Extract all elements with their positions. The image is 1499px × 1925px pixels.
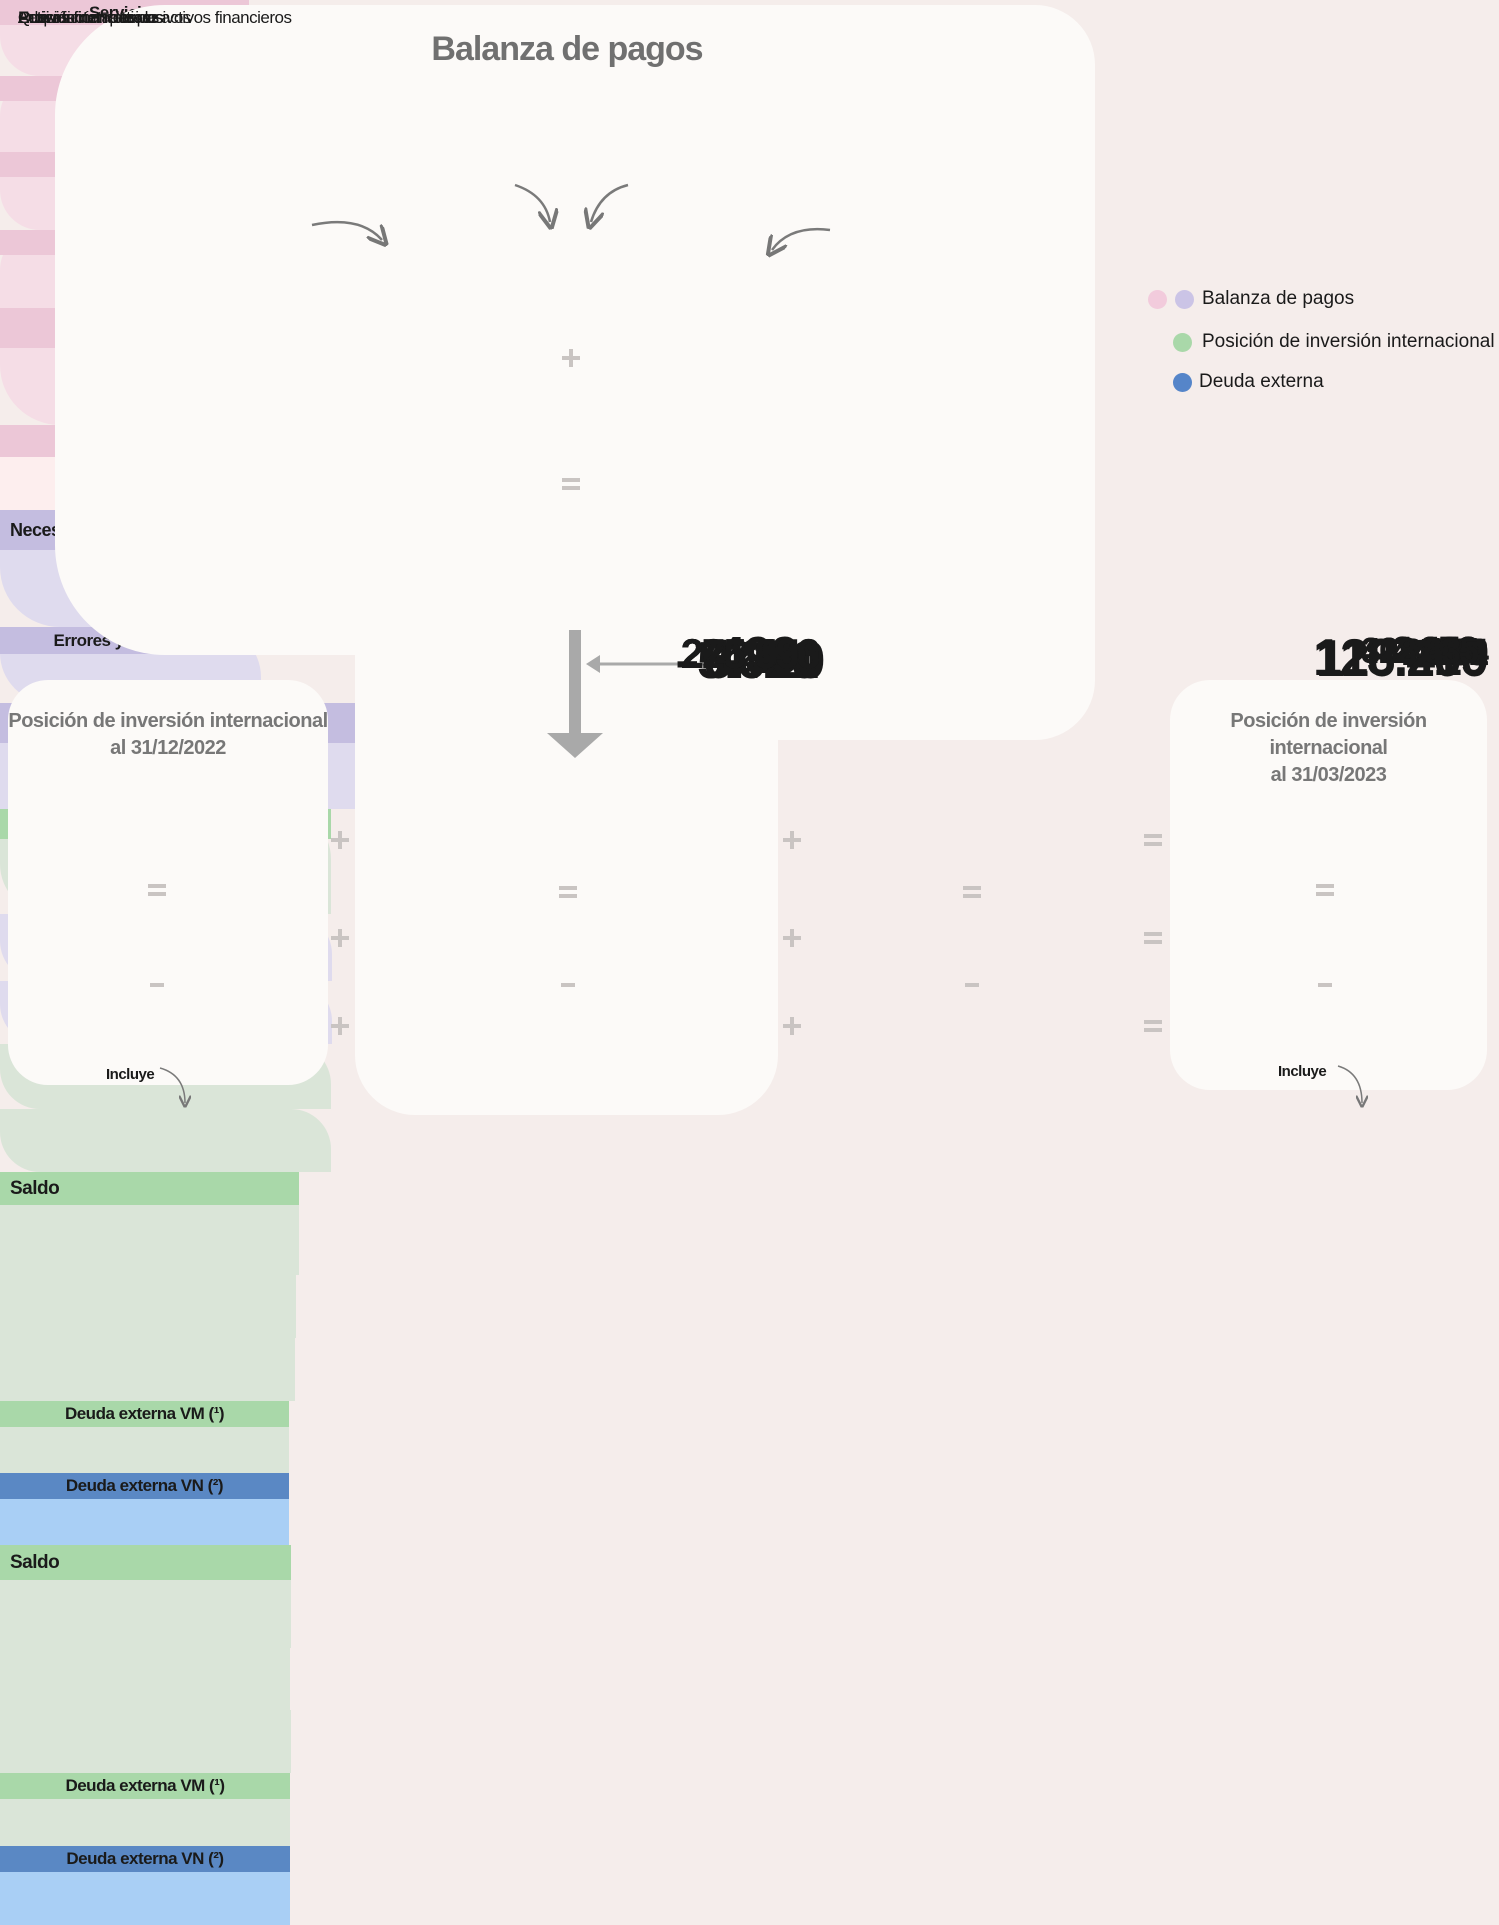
operator (331, 831, 349, 849)
operator (331, 1017, 349, 1035)
operator (965, 976, 983, 994)
box-value: 414 (1429, 632, 1489, 674)
legend-label: Deuda externa (1199, 371, 1324, 392)
box-label: Deuda externa VM (¹) (0, 1401, 289, 1427)
info-box: Otras variaciones no transaccionales-499 (0, 627, 800, 914)
box-label: Deuda externa VN (²) (0, 1473, 289, 1499)
info-box: Pasivos 312.435 (0, 8, 1479, 1773)
operator (150, 976, 168, 994)
operator (559, 883, 577, 901)
box-value: -499 (701, 627, 799, 685)
box-label: Deuda externa VM (¹) (0, 1773, 290, 1799)
box-label: Que afectan activos (18, 8, 159, 27)
info-box: Bienes-353 (0, 152, 1489, 674)
operator (562, 475, 580, 493)
legend-label: Posición de inversión internacional (1202, 331, 1495, 352)
panel-title: Posición de inversión internacional al 31… (8, 708, 328, 762)
box-value: 432.328 (1360, 630, 1479, 671)
includes-label: Incluye (106, 1066, 155, 1083)
box-value: 225.830 (680, 630, 821, 677)
box-value: -3.460 (1391, 632, 1489, 674)
operator (1144, 929, 1162, 947)
operator (783, 929, 801, 947)
info-box: Deuda externa VM (¹) 225.530 (0, 630, 820, 1846)
box-value: -1.100 (701, 633, 800, 675)
info-box: Deuda externa VN (²) 276.473 (0, 630, 820, 1545)
operator (1144, 831, 1162, 849)
legend-swatch (1148, 290, 1167, 309)
box-value: -5.641 (681, 632, 819, 690)
operator (331, 929, 349, 947)
box-value: - 6.720 (675, 632, 826, 690)
operator (783, 831, 801, 849)
operator (561, 976, 579, 994)
info-box: Ingreso primario-3.460 (0, 76, 1489, 674)
box-value: 225.530 (680, 630, 821, 677)
box-value: 1.478 (1391, 629, 1479, 672)
box-value: 276.473 (680, 630, 821, 677)
info-box: Cuenta financiera- 6.720 (0, 632, 825, 809)
operator (562, 349, 580, 367)
box-value: -5.620 (681, 632, 819, 690)
info-box: Activos financieros 432.328 (0, 8, 1479, 1338)
info-box: Saldo 116.200 (0, 630, 1489, 1648)
info-box: Que afectan pasivos 1.478 (0, 8, 1479, 1172)
info-box: Cuenta capital21 (0, 425, 775, 683)
info-box: Cuenta corriente-5.641 (0, 308, 819, 690)
info-box: Adquisición neta de activos financieros -… (0, 8, 1479, 981)
info-box: Activos financieros 428.635 (0, 8, 1479, 1710)
operator (963, 883, 981, 901)
info-box: Pasivos 308.909 (0, 8, 1479, 1401)
box-label: Pasivos (18, 8, 75, 27)
info-box: Deuda externa VN (²) 275.093 (0, 630, 820, 1925)
info-box: Deuda externa VM (¹) 225.830 (0, 630, 820, 1473)
info-box: Errores y omisiones-1.100 (0, 627, 799, 703)
box-value: 275.093 (680, 630, 821, 677)
panel-title-text: Posición de inversión internacional (8, 710, 328, 732)
panel-title: Posición de inversión internacional al 31… (1170, 708, 1487, 789)
box-label: Activos financieros (18, 8, 151, 27)
box-value: 116.200 (1315, 629, 1489, 688)
box-value: 21 (725, 631, 775, 683)
info-box: Emisión neta de pasivos 2.048 (0, 8, 1479, 1044)
box-label: Emisión neta de pasivos (18, 8, 191, 27)
info-box: Necesidad (-) / Capacidad (+) de financi… (0, 510, 819, 690)
background (8, 5, 1487, 1115)
box-value: 308.909 (1360, 630, 1479, 671)
box-label: Saldo (0, 1545, 291, 1580)
box-label: Pasivos (18, 8, 75, 27)
panel-date: al 31/12/2022 (110, 737, 226, 759)
box-label: Saldo (0, 1172, 299, 1205)
box-value: -4.672 (1381, 629, 1479, 672)
box-label: Deuda externa VN (²) (0, 1846, 290, 1872)
box-value: 2.048 (1391, 629, 1479, 672)
legend-swatch (1173, 373, 1192, 392)
operator (1144, 1017, 1162, 1035)
legend-swatch (1175, 290, 1194, 309)
operator (1316, 881, 1334, 899)
operator (1318, 976, 1336, 994)
panel-date: al 31/03/2023 (1270, 764, 1387, 786)
legend-label: Balanza de pagos (1202, 288, 1355, 309)
operator (783, 1017, 801, 1035)
legend-swatch (1173, 333, 1192, 352)
title: Balanza de pagos (431, 30, 703, 68)
operator (148, 881, 166, 899)
box-value: 312.435 (1360, 630, 1479, 671)
box-value: 123.419 (1313, 628, 1489, 687)
info-box: Que afectan activos 980 (0, 8, 1479, 1109)
box-value: 428.635 (1360, 630, 1479, 671)
box-value: 980 (1419, 629, 1479, 672)
info-box: Ingreso secundario414 (0, 230, 1489, 674)
info-box: Saldo 123.419 (0, 629, 1489, 1275)
box-label: Activos financieros (18, 8, 151, 27)
box-value: -353 (1418, 632, 1489, 674)
includes-label: Incluye (1278, 1063, 1327, 1080)
panel-title-text: Posición de inversión internacional (1230, 710, 1427, 759)
box-label: Que afectan pasivos (18, 8, 164, 27)
box-value: -2.241 (1391, 632, 1489, 674)
box-label: Adquisición neta de activos financieros (18, 8, 292, 27)
